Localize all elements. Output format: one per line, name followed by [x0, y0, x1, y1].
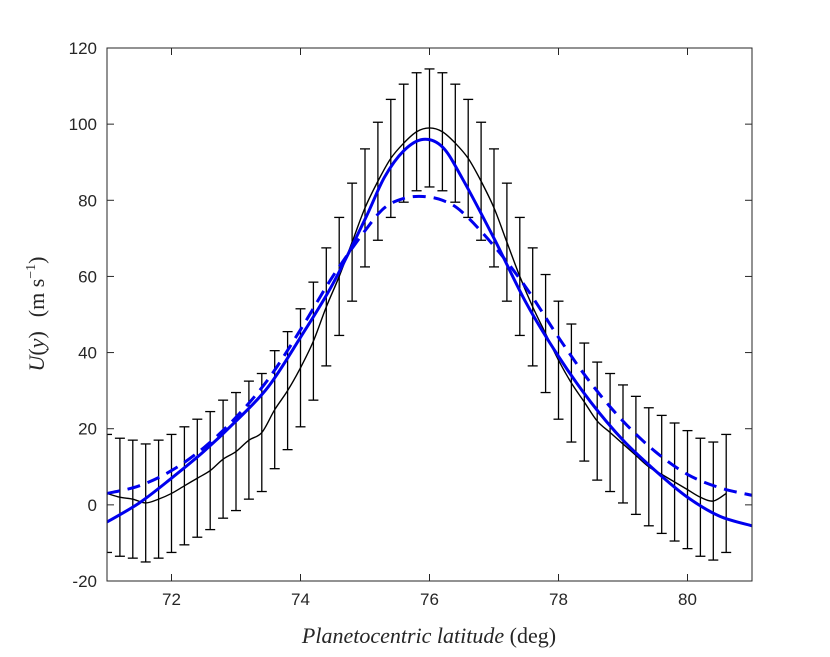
y-tick-label: 100 — [69, 115, 97, 134]
observed-line — [107, 127, 727, 504]
x-tick-label: 78 — [549, 590, 568, 609]
y-tick-label: 20 — [78, 420, 97, 439]
y-tick-label: 40 — [78, 344, 97, 363]
y-tick-label: 120 — [69, 39, 97, 58]
y-tick-label: -20 — [72, 572, 97, 591]
x-tick-label: 74 — [291, 590, 310, 609]
fit-dashed-line — [107, 194, 752, 497]
y-axis-title-open: ( — [24, 348, 49, 355]
x-axis-title-units: (deg) — [504, 623, 556, 648]
x-tick-label: 72 — [162, 590, 181, 609]
axes-box — [106, 47, 753, 582]
y-tick-label: 0 — [88, 496, 97, 515]
fit-solid-line — [107, 137, 752, 528]
x-axis-title: Planetocentric latitude (deg) — [301, 623, 556, 648]
y-tick-label: 80 — [78, 191, 97, 210]
y-axis-title-u: U — [24, 354, 49, 372]
y-axis-title: U(y) (m s−1) — [24, 256, 49, 371]
x-tick-label: 76 — [420, 590, 439, 609]
x-tick-label: 80 — [678, 590, 697, 609]
y-tick-label: 60 — [78, 267, 97, 286]
y-axis-title-units-open: (m s — [24, 279, 49, 318]
y-axis-title-y: y — [24, 338, 49, 350]
errorbar-48 — [721, 433, 732, 554]
errorbar-0 — [107, 433, 112, 554]
y-axis-title-units-exp: −1 — [24, 264, 39, 279]
y-axis-title-close: ) — [24, 331, 49, 338]
y-axis-title-units-close: ) — [24, 256, 49, 263]
series-layer — [107, 68, 752, 563]
x-axis-title-italic: Planetocentric latitude — [301, 623, 504, 648]
